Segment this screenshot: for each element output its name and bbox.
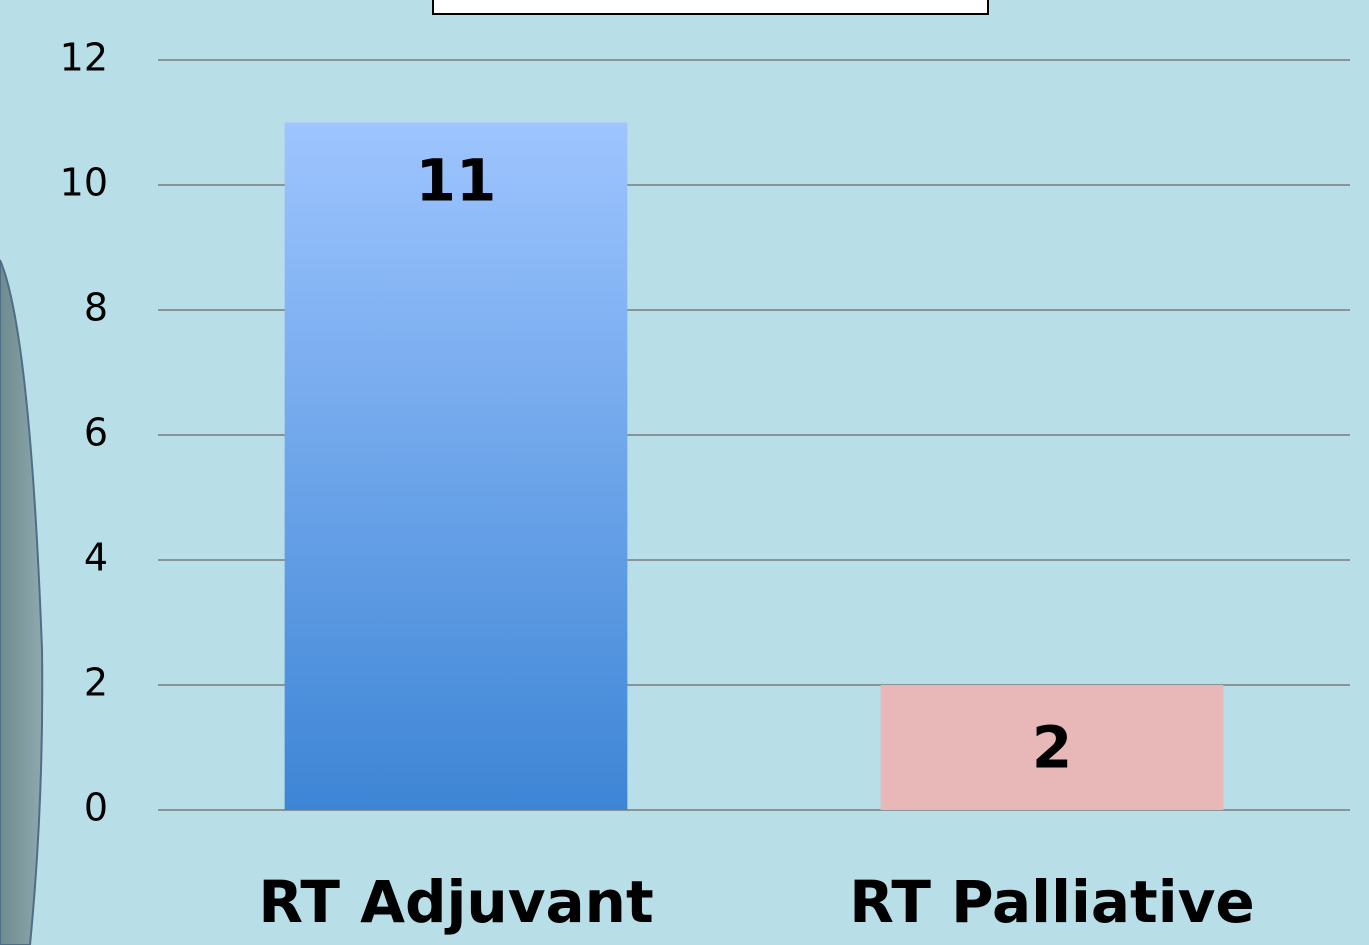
plot-area: 0 2 4 6 8 10 12 RT Adjuvant 11 RT Palliative 2 — [60, 36, 1350, 936]
data-label: 2 — [1032, 714, 1072, 782]
y-tick-label: 6 — [84, 411, 108, 455]
y-tick-label: 10 — [60, 161, 108, 205]
title-box — [432, 0, 989, 15]
x-tick-label: RT Adjuvant — [258, 868, 653, 936]
y-tick-label: 2 — [84, 661, 108, 705]
y-tick-label: 0 — [84, 786, 108, 830]
y-tick-label: 4 — [84, 536, 108, 580]
data-label: 11 — [416, 147, 497, 215]
side-decoration — [0, 259, 44, 945]
y-tick-label: 8 — [84, 286, 108, 330]
y-tick-label: 12 — [60, 36, 108, 80]
bar — [880, 685, 1224, 810]
x-tick-label: RT Palliative — [849, 868, 1254, 936]
bar — [284, 122, 628, 810]
